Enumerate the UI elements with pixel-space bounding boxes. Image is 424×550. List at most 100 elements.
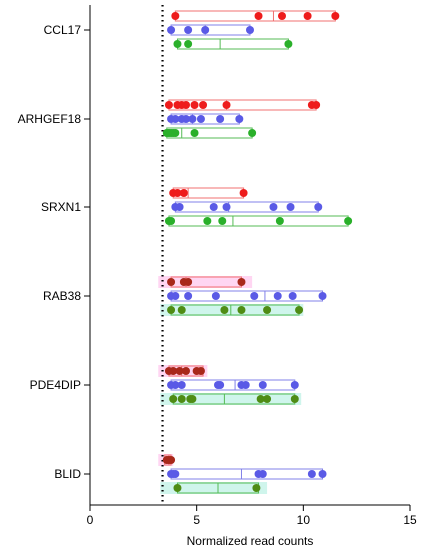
data-point [258,381,267,389]
data-point [256,395,265,403]
data-point [216,115,225,123]
data-point [167,306,176,314]
y-tick-label: PDE4DIP [30,378,81,392]
y-tick-label: BLID [54,467,81,481]
data-point [263,395,272,403]
range-box [170,379,296,391]
data-point [318,292,327,300]
x-tick-label: 10 [297,513,311,527]
data-point [263,306,272,314]
data-point [177,395,186,403]
y-tick-label: ARHGEF18 [18,112,82,126]
data-point [167,456,176,464]
data-point [201,26,210,34]
data-point [190,101,199,109]
data-point [312,101,321,109]
points-layer [162,12,353,492]
data-point [220,306,229,314]
data-point [269,203,278,211]
data-point [171,292,180,300]
data-point [167,26,176,34]
data-point [318,470,327,478]
data-point [175,367,184,375]
data-point [182,115,190,123]
x-tick-label: 0 [87,513,94,527]
data-point [216,381,225,389]
data-point [177,306,186,314]
data-point [222,101,231,109]
data-point [331,12,340,20]
x-tick-label: 5 [193,513,200,527]
data-point [173,40,182,48]
data-point [235,115,244,123]
data-point [190,129,199,137]
x-axis-title: Normalized read counts [187,534,314,548]
data-point [241,381,250,389]
y-tick-label: CCL17 [44,23,82,37]
highlight-band [160,482,268,494]
data-point [222,203,231,211]
data-point [209,203,218,211]
data-point [237,306,246,314]
data-point [184,40,193,48]
data-point [171,129,180,137]
data-point [286,203,295,211]
data-point [169,367,178,375]
data-point [184,26,193,34]
data-point [184,292,193,300]
data-point [182,367,190,375]
data-point [177,381,186,389]
data-point [218,217,227,225]
data-point [248,129,257,137]
data-point [303,12,312,20]
data-point [239,189,248,197]
data-point [211,292,220,300]
data-point [164,101,173,109]
data-point [307,470,316,478]
data-point [188,395,197,403]
data-point [284,40,293,48]
data-point [273,292,282,300]
data-point [188,115,197,123]
data-point [173,484,182,492]
data-point [169,395,178,403]
data-point [344,217,353,225]
data-point [171,470,180,478]
data-point [167,278,176,286]
data-point [290,381,299,389]
data-point [173,189,182,197]
data-point [199,101,208,109]
data-point [288,292,297,300]
data-point [246,26,254,34]
data-point [171,381,180,389]
data-point [175,203,184,211]
data-point [250,292,259,300]
range-box [174,201,319,213]
data-point [182,101,190,109]
x-tick-label: 15 [403,513,417,527]
range-box [170,468,324,480]
y-tick-label: RAB38 [43,289,81,303]
data-point [184,278,193,286]
range-box [166,127,253,139]
data-point [196,367,205,375]
data-point [171,12,180,20]
data-point [196,115,205,123]
axes-layer: CCL17 ARHGEF18 SRXN1 RAB38 PDE4DIP BLID 0 5 10 15 [18,5,417,527]
data-point [252,484,261,492]
y-tick-label: SRXN1 [41,200,81,214]
data-point [290,395,299,403]
data-point [314,203,323,211]
range-box [168,215,349,227]
boxes-layer [164,10,349,494]
data-point [295,306,304,314]
data-point [167,217,176,225]
data-point [254,12,263,20]
range-box [176,38,289,50]
data-point [275,217,284,225]
data-point [179,189,188,197]
data-point [171,115,180,123]
range-box [170,24,251,36]
range-box [170,290,324,302]
